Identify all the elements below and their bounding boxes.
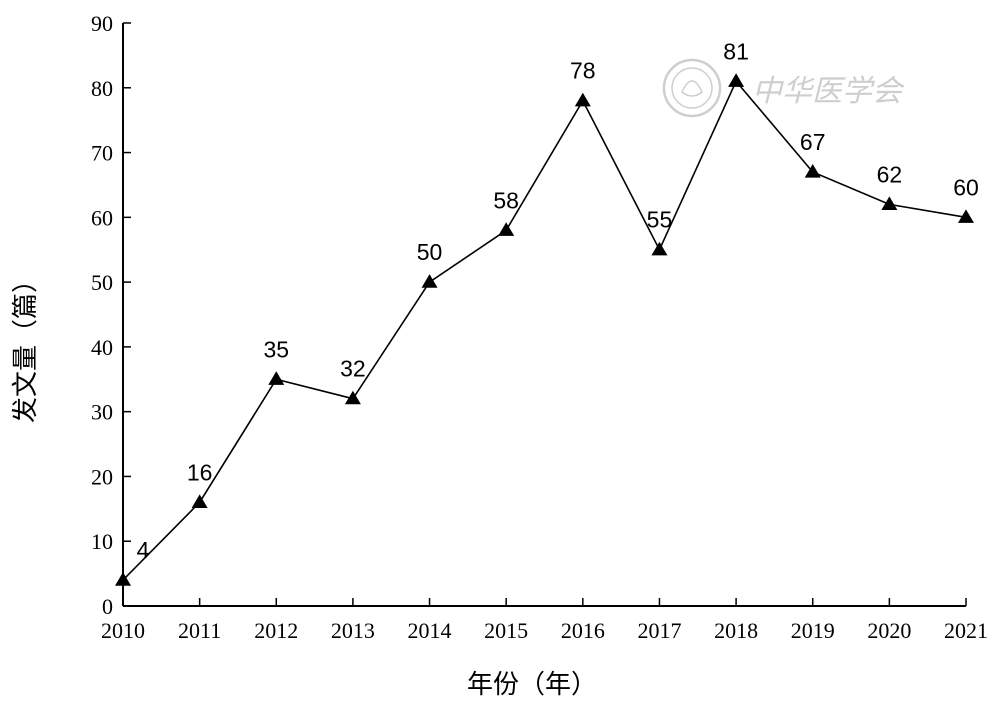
x-tick-label: 2018 [714,618,758,643]
x-axis-ticks: 2010 2011 2012 2013 2014 2015 2016 2017 2018 2019… [101,598,988,643]
data-label: 4 [137,537,150,563]
y-tick-label: 10 [91,529,113,554]
data-label: 60 [953,174,979,200]
data-point-marker [574,92,591,107]
x-tick-label: 2010 [101,618,145,643]
watermark-text: 中华医学会 [752,74,905,109]
data-point-marker [958,209,974,223]
series-markers [115,73,974,586]
x-tick-label: 2019 [791,618,835,643]
watermark: 中华医学会 [662,58,905,118]
data-point-marker [421,274,438,288]
y-tick-label: 30 [91,400,113,425]
society-seal-icon [662,58,722,118]
data-label: 32 [340,356,366,382]
x-tick-label: 2011 [178,618,221,643]
data-label: 67 [800,129,826,155]
data-point-marker [804,163,821,178]
x-tick-label: 2016 [561,618,605,643]
x-tick-label: 2021 [944,618,988,643]
series-path [122,79,967,581]
y-tick-label: 40 [91,335,113,360]
data-label: 35 [263,336,289,362]
y-axis-title: 发文量（篇） [11,267,41,423]
data-point-marker [881,196,898,210]
data-point-marker [191,494,208,508]
data-point-marker [651,241,668,256]
y-axis-ticks: 0 10 20 30 40 50 60 70 80 90 [91,11,131,619]
data-point-marker [115,572,131,586]
y-tick-label: 90 [91,11,113,36]
data-label: 55 [647,207,673,233]
x-tick-label: 2012 [254,618,298,643]
x-tick-label: 2013 [331,618,375,643]
y-tick-label: 0 [102,594,113,619]
x-axis-title: 年份（年） [467,670,597,700]
series-line [122,79,967,581]
data-labels: 4 16 35 32 50 58 78 55 81 67 62 60 [137,38,979,563]
y-tick-label: 80 [91,76,113,101]
x-tick-label: 2020 [867,618,911,643]
y-tick-label: 20 [91,464,113,489]
x-tick-label: 2014 [408,618,452,643]
data-point-marker [268,371,285,385]
axes [122,23,966,607]
data-point-marker [344,390,361,405]
data-point-marker [498,222,515,236]
data-label: 58 [493,187,519,213]
y-tick-label: 50 [91,270,113,295]
data-point-marker [728,73,745,87]
data-label: 62 [877,161,903,187]
data-label: 78 [570,58,596,84]
data-label: 50 [417,239,443,265]
data-label: 81 [723,38,749,64]
y-tick-label: 60 [91,205,113,230]
x-tick-label: 2017 [637,618,681,643]
y-tick-label: 70 [91,141,113,166]
data-label: 16 [187,459,213,485]
x-tick-label: 2015 [484,618,528,643]
